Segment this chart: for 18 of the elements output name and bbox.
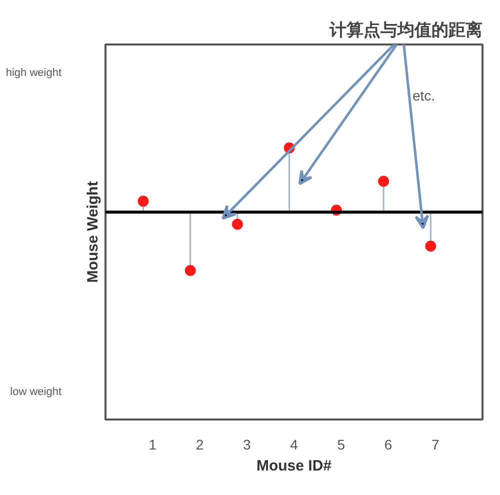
point [138,196,149,207]
chart-title: 计算点与均值的距离 [328,20,482,40]
x-tick-label: 2 [196,436,204,452]
x-tick-label: 4 [290,436,298,452]
text: low weight [10,386,62,398]
x-tick-label: 5 [337,436,346,452]
x-tick-label: 6 [384,436,392,452]
point [425,240,436,252]
text: etc. [412,88,436,104]
x-tick-label: 1 [148,436,157,452]
x-axis-title: Mouse ID# [256,458,332,474]
point [184,265,196,276]
y-axis-title: Mouse Weight [84,181,102,283]
text: high weight [6,66,62,79]
x-tick-label: 7 [431,436,440,452]
point [378,176,390,187]
x-tick-label: 3 [242,436,251,452]
point [232,218,243,230]
